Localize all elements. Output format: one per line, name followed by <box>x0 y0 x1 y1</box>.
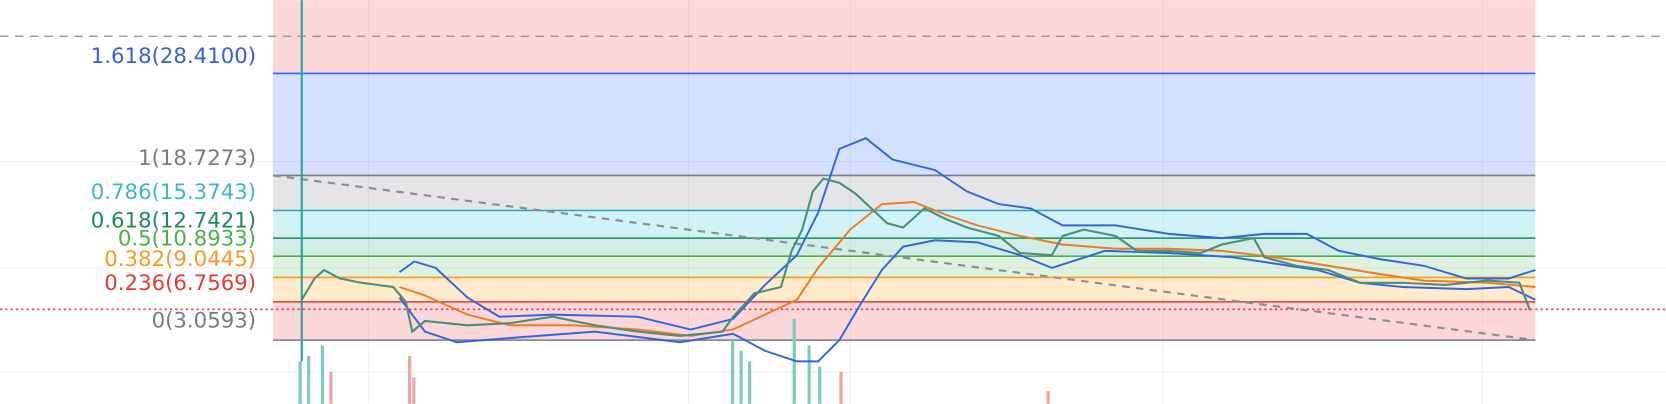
price <box>300 177 1531 337</box>
bollinger-upper <box>398 137 1536 331</box>
fib-label: 0.382(9.0445) <box>104 247 256 272</box>
volume <box>298 318 1050 404</box>
fib-label: 1.618(28.4100) <box>91 44 256 69</box>
bollinger-lower <box>398 239 1536 363</box>
fib-zones <box>273 0 1536 341</box>
fib-label: 0.786(15.3743) <box>91 180 256 205</box>
fib-labels: 1.618(28.4100) 1(18.7273) 0.786(15.3743)… <box>91 44 256 334</box>
moving-average <box>399 201 1536 337</box>
fib-label: 1(18.7273) <box>138 146 256 171</box>
fib-label: 0.618(12.7421) <box>91 209 256 234</box>
fib-label: 0(3.0593) <box>152 308 256 333</box>
fib-label: 0.5(10.8933) <box>118 227 256 252</box>
fib-label: 0.236(6.7569) <box>104 271 256 296</box>
trend-line <box>272 174 1536 342</box>
fib-lines <box>273 72 1536 341</box>
